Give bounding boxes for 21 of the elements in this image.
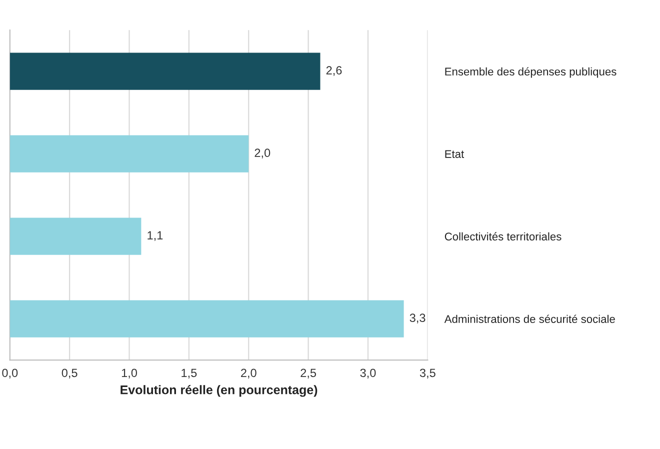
bar	[10, 135, 249, 172]
x-tick-label: 3,0	[360, 368, 376, 378]
y-tick-label: Administrations de sécurité sociale	[444, 314, 615, 323]
x-tick-label: 2,5	[300, 368, 316, 378]
x-axis-title: Evolution réelle (en pourcentage)	[120, 384, 318, 397]
data-label: 1,1	[148, 231, 163, 241]
x-tick-label: 1,0	[122, 368, 138, 378]
x-tick-label: 0,5	[62, 368, 78, 378]
data-label: 2,6	[326, 66, 342, 76]
x-tick-label: 0,0	[2, 368, 18, 378]
y-tick-label: Etat	[445, 150, 464, 158]
bar	[10, 300, 404, 338]
x-tick-label: 1,5	[182, 368, 197, 378]
bar	[10, 218, 142, 255]
y-tick-label: Ensemble des dépenses publiques	[445, 67, 616, 78]
data-label: 2,0	[254, 148, 270, 158]
bar	[10, 52, 320, 90]
y-tick-label: Collectivités territoriales	[444, 232, 562, 240]
x-tick-label: 2,0	[241, 368, 256, 378]
x-tick-label: 3,5	[420, 368, 436, 378]
data-label: 3,3	[410, 314, 426, 324]
